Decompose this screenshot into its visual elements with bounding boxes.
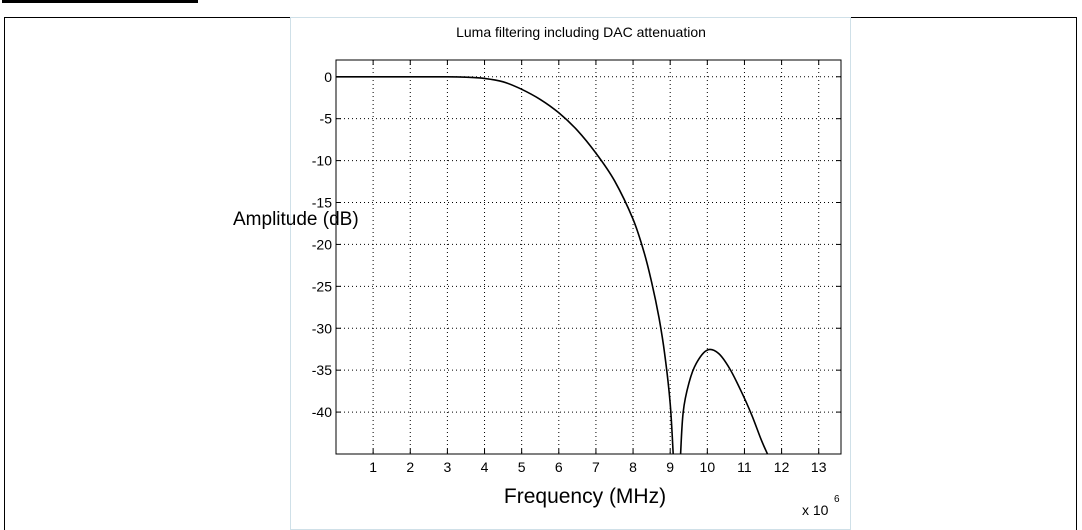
x-tick-label: 9 (666, 459, 674, 475)
series-line-amplitude (336, 75, 769, 455)
y-tick-label: -15 (312, 195, 332, 211)
plot-area-border (335, 59, 842, 455)
x-tick-label: 5 (518, 459, 526, 475)
x-tick-label: 3 (443, 459, 451, 475)
x-tick-label: 10 (700, 459, 716, 475)
ticks (336, 60, 841, 454)
figure-panel (290, 17, 851, 530)
x-tick-labels: 1 2 3 4 5 6 7 8 9 10 11 12 13 (369, 459, 826, 475)
figure-caption-fragment (0, 0, 200, 9)
x-tick-label: 7 (592, 459, 600, 475)
x-tick-label: 1 (369, 459, 377, 475)
y-tick-labels: 0 -5 -10 -15 -20 -25 -30 -35 -40 (312, 69, 332, 420)
y-tick-label: -25 (312, 278, 332, 294)
y-tick-label: -35 (312, 362, 332, 378)
x-tick-label: 4 (481, 459, 489, 475)
x-tick-label: 12 (774, 459, 790, 475)
x-tick-label: 11 (737, 459, 752, 475)
chart-title: Luma filtering including DAC attenuation (456, 24, 706, 40)
y-tick-label: -10 (312, 153, 332, 169)
grid (336, 60, 841, 454)
y-tick-label: -5 (320, 111, 333, 127)
x-tick-label: 8 (629, 459, 637, 475)
y-tick-label: -40 (312, 404, 332, 420)
x-axis-label: Frequency (MHz) (504, 485, 666, 508)
x-multiplier-label: x 10 (802, 502, 829, 518)
y-axis-label: Amplitude (dB) (233, 209, 359, 230)
y-tick-label: -30 (312, 320, 332, 336)
x-tick-label: 13 (811, 459, 827, 475)
x-tick-label: 2 (406, 459, 414, 475)
y-tick-label: 0 (324, 69, 332, 85)
y-tick-label: -20 (312, 236, 332, 252)
x-multiplier-exponent: 6 (834, 494, 840, 505)
x-tick-label: 6 (555, 459, 563, 475)
